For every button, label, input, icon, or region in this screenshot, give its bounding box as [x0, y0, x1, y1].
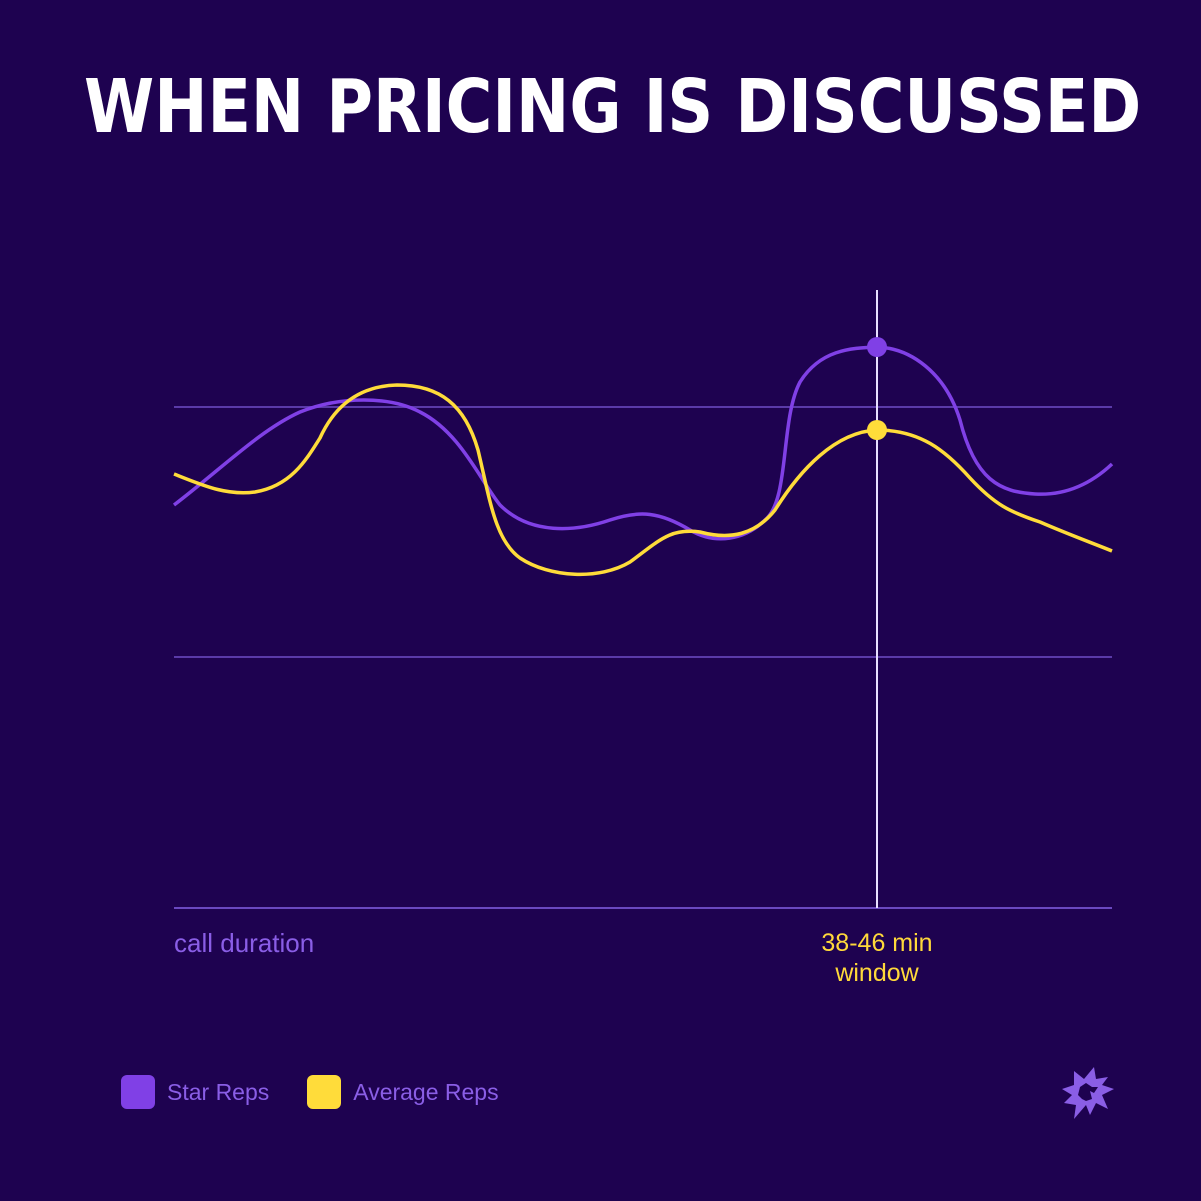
starburst-logo-icon	[1062, 1067, 1114, 1119]
star-reps-swatch	[121, 1075, 155, 1109]
star-reps-line	[172, 345, 1114, 541]
x-axis-label: call duration	[174, 928, 315, 958]
legend-label: Average Reps	[353, 1078, 499, 1105]
average-reps-line	[173, 383, 1113, 576]
page-title: WHEN PRICING IS DISCUSSED	[84, 64, 1142, 150]
highlight-window-label-line2: window	[835, 959, 919, 987]
legend: Star Reps Average Reps	[121, 1075, 537, 1109]
highlight-window-label-line1: 38-46 min	[821, 929, 933, 957]
legend-item-star-reps[interactable]: Star Reps	[121, 1075, 269, 1109]
average-reps-highlight-point[interactable]	[867, 420, 887, 440]
star-reps-highlight-point[interactable]	[867, 337, 887, 357]
average-reps-swatch	[307, 1075, 342, 1109]
legend-item-average-reps[interactable]: Average Reps	[307, 1075, 499, 1109]
legend-label: Star Reps	[167, 1078, 270, 1105]
highlight-window-label: 38-46 min window	[777, 928, 977, 988]
